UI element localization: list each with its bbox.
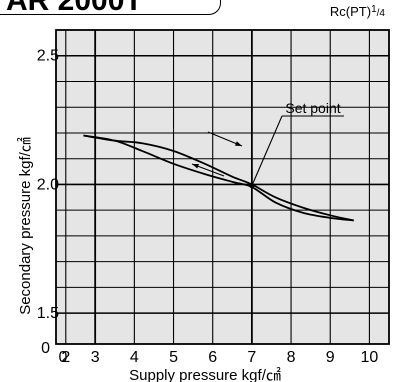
x-tick-label-1: 3: [91, 349, 100, 366]
y-origin-label: 0: [41, 340, 50, 357]
port-size-sup: 1: [371, 4, 377, 15]
set-point-label: Set point: [285, 100, 340, 116]
y-tick-label-2: 2.5: [37, 48, 59, 65]
port-size-label: Rc(PT)1/4: [330, 4, 385, 19]
series-curve-0: [83, 134, 354, 222]
x-axis-label: Supply pressure kgf/㎠: [129, 367, 281, 382]
y-axis-label: Secondary pressure kgf/㎠: [17, 137, 34, 315]
data-series: [83, 134, 354, 222]
plot-area: [56, 30, 389, 344]
port-size-sub: /4: [376, 8, 385, 19]
x-tick-label-0: 2: [61, 349, 70, 366]
x-tick-label-7: 9: [326, 349, 335, 366]
x-tick-label-6: 8: [287, 349, 296, 366]
x-origin-label: 0: [59, 349, 68, 366]
set-point-leader: [251, 115, 283, 186]
x-tick-label-8: 10: [361, 349, 379, 366]
model-title: AR 2000T: [6, 0, 143, 14]
decreasing-arrow: [191, 163, 225, 177]
increasing-arrow: [207, 131, 243, 147]
tick-labels: 2 3 4 5 6 7 8 9 10 0 1.5 2.0 2.5 0: [37, 48, 379, 366]
x-tick-label-2: 4: [130, 349, 139, 366]
port-size-main: Rc(PT): [329, 4, 372, 19]
x-tick-label-5: 7: [247, 349, 256, 366]
y-tick-label-1: 2.0: [37, 176, 59, 193]
y-tick-label-0: 1.5: [37, 305, 59, 322]
x-tick-label-3: 5: [169, 349, 178, 366]
x-tick-label-4: 6: [208, 349, 217, 366]
chart-annotations: Set point: [191, 100, 344, 189]
series-curve-1: [83, 134, 354, 222]
plot-frame: [55, 29, 390, 345]
